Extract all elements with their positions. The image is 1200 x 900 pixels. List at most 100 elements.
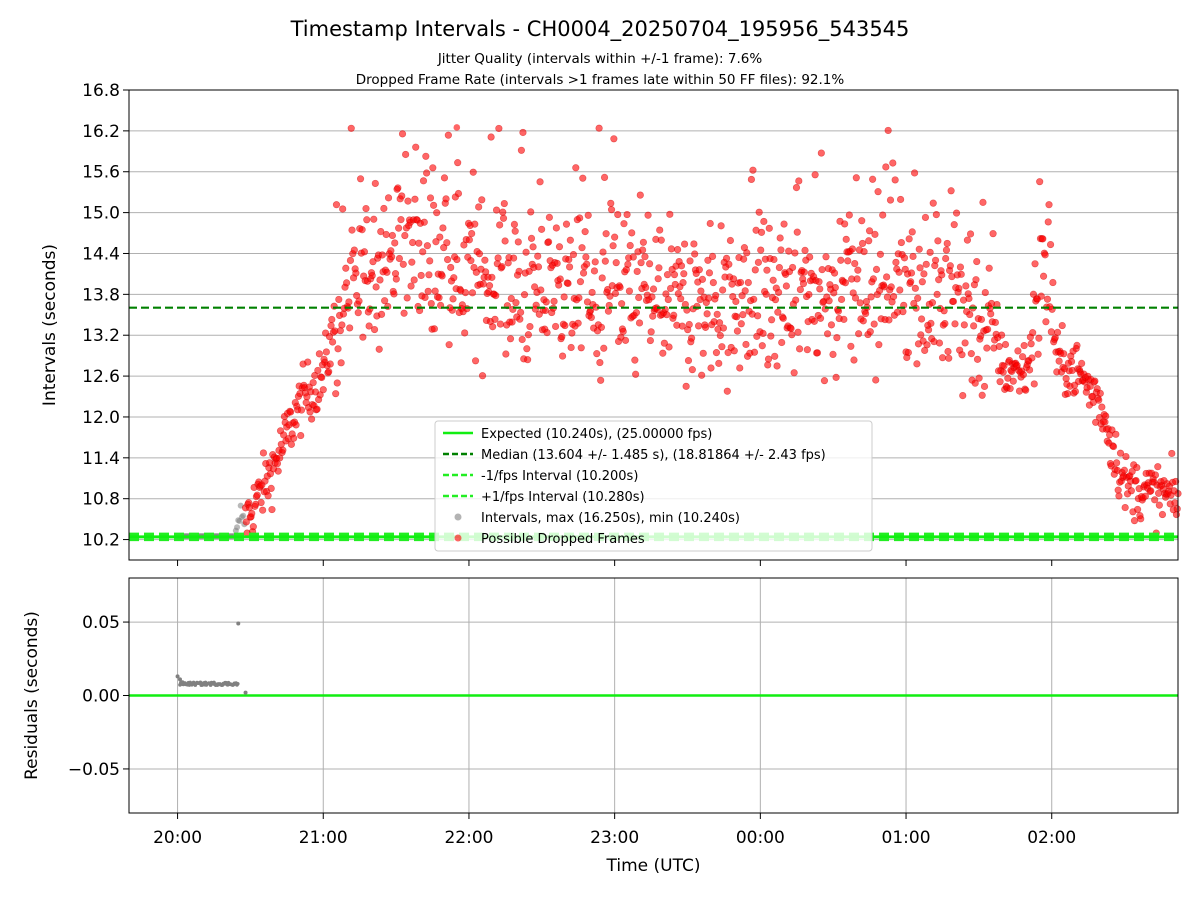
dropped-frame-point [762, 290, 770, 298]
dropped-frame-point [757, 246, 765, 254]
dropped-frame-point [1115, 492, 1123, 500]
dropped-frame-point [737, 320, 745, 328]
dropped-frame-point [841, 220, 849, 228]
dropped-frame-point [712, 291, 720, 300]
dropped-frame-point [368, 271, 376, 280]
dropped-frame-point [899, 308, 907, 316]
dropped-frame-point [918, 278, 926, 286]
dropped-frame-point [823, 330, 832, 338]
dropped-frame-point [318, 373, 326, 382]
dropped-frame-point [909, 252, 917, 261]
dropped-frame-point [253, 491, 261, 499]
dropped-frame-point [934, 237, 942, 245]
dropped-frame-point [896, 286, 904, 294]
dropped-frame-point [450, 274, 458, 282]
dropped-frame-point [865, 227, 874, 235]
dropped-frame-point [768, 316, 776, 324]
dropped-frame-point [872, 376, 880, 384]
dropped-frame-point [743, 249, 751, 257]
dropped-frame-point [346, 324, 354, 332]
dropped-frame-point [378, 251, 386, 259]
dropped-frame-point [358, 226, 366, 234]
legend-swatch-dropped [454, 534, 462, 542]
dropped-frame-point [376, 276, 384, 284]
dropped-frame-point [506, 335, 515, 343]
dropped-frame-point [495, 124, 503, 133]
dropped-frame-point [644, 211, 652, 219]
dropped-frame-point [499, 214, 508, 222]
dropped-frame-point [1102, 412, 1110, 420]
dropped-frame-point [1058, 321, 1066, 330]
dropped-frame-point [487, 133, 495, 141]
dropped-frame-point [297, 406, 306, 414]
dropped-frame-point [760, 217, 768, 226]
dropped-frame-point [867, 293, 875, 301]
top-y-axis-label: Intervals (seconds) [40, 244, 60, 406]
dropped-frame-point [890, 292, 898, 301]
dropped-frame-point [584, 211, 592, 219]
legend-item-dropped: Possible Dropped Frames [454, 532, 645, 547]
dropped-frame-point [595, 124, 603, 132]
dropped-frame-point [892, 258, 900, 266]
dropped-frame-point [337, 359, 345, 367]
dropped-frame-point [856, 299, 864, 307]
dropped-frame-point [1034, 350, 1042, 358]
dropped-frame-point [427, 299, 435, 308]
dropped-frame-point [966, 310, 974, 319]
dropped-frame-point [947, 187, 955, 195]
legend: Expected (10.240s), (25.00000 fps) Media… [434, 420, 873, 552]
dropped-frame-point [917, 315, 926, 323]
dropped-frame-point [412, 143, 420, 151]
bottom-y-axis: −0.05 0.00 0.05 [68, 613, 129, 780]
dropped-frame-point [718, 343, 726, 351]
dropped-frame-point [770, 255, 778, 264]
dropped-frame-point [703, 310, 711, 318]
dropped-frame-point [290, 434, 298, 442]
dropped-frame-point [996, 378, 1004, 386]
dropped-frame-point [597, 323, 606, 331]
dropped-frame-point [435, 294, 443, 302]
dropped-frame-point [647, 328, 655, 336]
dropped-frame-point [268, 505, 276, 514]
dropped-frame-point [438, 272, 446, 280]
dropped-frame-point [973, 257, 981, 266]
dropped-frame-point [632, 370, 640, 378]
dropped-frame-point [593, 350, 601, 358]
dropped-frame-point [1035, 334, 1043, 342]
dropped-frame-point [920, 270, 928, 278]
dropped-frame-point [447, 263, 455, 272]
dropped-frame-point [407, 282, 415, 290]
dropped-frame-point [880, 283, 888, 291]
dropped-frame-point [686, 257, 694, 265]
dropped-frame-point [624, 260, 632, 268]
dropped-frame-point [845, 211, 853, 219]
dropped-frame-point [1133, 463, 1141, 472]
dropped-frame-point [794, 328, 802, 336]
dropped-frame-point [795, 345, 804, 353]
dropped-frame-point [370, 325, 379, 334]
dropped-frame-point [525, 267, 533, 275]
dropped-frame-point [810, 317, 818, 325]
dropped-frame-point [315, 350, 323, 358]
dropped-frame-point [708, 252, 717, 261]
dropped-frame-point [313, 405, 321, 413]
x-tick-label: 02:00 [1027, 828, 1076, 848]
dropped-frame-point [712, 349, 721, 357]
dropped-frame-point [697, 287, 705, 295]
dropped-frame-point [578, 244, 586, 252]
dropped-frame-point [362, 204, 370, 213]
dropped-frame-point [792, 296, 800, 304]
dropped-frame-point [356, 175, 365, 183]
dropped-frame-point [831, 283, 839, 292]
dropped-frame-point [423, 242, 431, 250]
dropped-frame-point [420, 218, 428, 226]
dropped-frame-point [741, 287, 749, 295]
dropped-frame-point [409, 238, 417, 247]
dropped-frame-point [279, 446, 287, 454]
dropped-frame-point [478, 196, 486, 204]
dropped-frame-point [848, 245, 857, 253]
dropped-frame-point [581, 228, 589, 236]
dropped-frame-point [998, 331, 1006, 339]
dropped-frame-point [926, 248, 934, 256]
dropped-frame-point [680, 240, 689, 248]
